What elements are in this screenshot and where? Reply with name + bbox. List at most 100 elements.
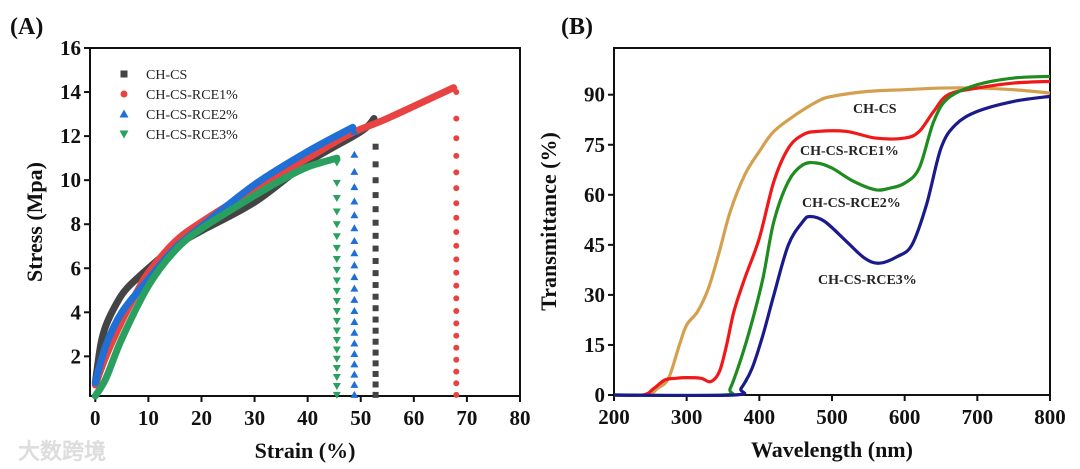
series-ch-cs-rce3pct — [613, 94, 1051, 398]
break-marker — [350, 370, 359, 378]
x-tick-label: 300 — [671, 405, 703, 429]
break-marker — [332, 256, 341, 264]
y-tick-label: 16 — [60, 36, 81, 60]
break-marker — [332, 266, 341, 274]
break-marker — [350, 261, 359, 269]
y-tick-label: 6 — [71, 256, 82, 280]
series-line — [613, 79, 1051, 398]
plot-frame — [89, 47, 521, 397]
break-marker — [350, 307, 359, 315]
break-marker — [350, 360, 359, 368]
break-marker — [350, 380, 359, 388]
series-ch-cs-rce1pct — [91, 84, 460, 398]
break-marker — [332, 308, 341, 316]
x-tick-label: 800 — [1034, 405, 1066, 429]
y-tick-label: 2 — [71, 344, 82, 368]
break-marker — [453, 269, 460, 276]
break-marker — [350, 284, 359, 292]
legend-marker — [120, 90, 128, 98]
y-tick-label: 90 — [584, 83, 605, 107]
x-tick-label: 200 — [598, 405, 630, 429]
break-marker — [453, 152, 460, 159]
break-marker — [453, 368, 460, 375]
y-tick-label: 15 — [584, 333, 605, 357]
break-marker — [350, 183, 359, 191]
break-marker — [350, 127, 359, 135]
x-tick-label: 60 — [403, 406, 424, 430]
break-marker — [372, 338, 379, 345]
break-marker — [372, 161, 379, 168]
panel-label: (B) — [561, 14, 593, 40]
break-marker — [372, 177, 379, 184]
curve-annotation: CH-CS-RCE2% — [802, 196, 901, 211]
series-ch-cs-rce3pct — [91, 154, 341, 400]
break-marker — [453, 169, 460, 176]
legend-marker — [119, 130, 129, 139]
break-marker — [332, 194, 341, 202]
break-marker — [453, 391, 460, 398]
x-tick-label: 70 — [456, 406, 477, 430]
y-tick-label: 12 — [60, 124, 81, 148]
break-marker — [350, 150, 359, 158]
break-marker — [350, 197, 359, 205]
series-ch-cs-rce2pct — [613, 74, 1051, 398]
break-marker — [332, 244, 341, 252]
break-marker — [332, 233, 341, 241]
y-axis-label: Stress (Mpa) — [22, 162, 47, 282]
x-tick-label: 500 — [816, 405, 848, 429]
break-marker — [453, 282, 460, 289]
break-marker — [453, 228, 460, 235]
series-line — [613, 74, 1051, 398]
break-marker — [372, 305, 379, 312]
legend-label: CH-CS-RCE2% — [146, 108, 238, 123]
break-marker — [332, 383, 341, 391]
y-tick-label: 10 — [60, 168, 81, 192]
y-tick-label: 30 — [584, 283, 605, 307]
x-tick-label: 50 — [350, 406, 371, 430]
x-tick-label: 600 — [889, 405, 921, 429]
break-marker — [350, 167, 359, 175]
break-marker — [453, 380, 460, 387]
break-marker — [350, 390, 359, 398]
x-tick-label: 20 — [191, 406, 212, 430]
series-ch-cs-rce2pct — [91, 123, 359, 398]
panel-b-transmittance: (B) 200 300 400 500 600 700 800 0 15 30 45 60 75 90 Wav… — [536, 14, 1066, 462]
panel-a-stress-strain: (A) 0 10 20 30 40 50 60 70 80 2 4 6 8 10 12 14 16 Strain (… — [10, 14, 531, 463]
break-marker — [372, 206, 379, 213]
break-marker — [350, 349, 359, 357]
break-marker — [350, 224, 359, 232]
break-marker — [372, 270, 379, 277]
break-marker — [350, 328, 359, 336]
break-marker — [332, 337, 341, 345]
break-marker — [372, 391, 379, 398]
break-marker — [453, 200, 460, 207]
break-marker — [332, 159, 341, 167]
break-marker — [332, 298, 341, 306]
break-marker — [332, 391, 341, 399]
x-axis-label: Strain (%) — [255, 438, 356, 463]
break-marker — [332, 327, 341, 335]
break-marker — [332, 179, 341, 187]
y-tick-label: 4 — [71, 300, 82, 324]
break-marker — [453, 332, 460, 339]
break-marker — [372, 192, 379, 199]
break-marker — [372, 327, 379, 334]
break-marker — [372, 360, 379, 367]
break-marker — [453, 295, 460, 302]
break-marker — [372, 293, 379, 300]
break-marker — [453, 214, 460, 221]
break-marker — [332, 221, 341, 229]
series-line — [91, 84, 458, 389]
panel-label: (A) — [10, 14, 43, 40]
y-tick-label: 14 — [60, 80, 82, 104]
curve-annotation: CH-CS — [853, 102, 897, 117]
break-marker — [372, 245, 379, 252]
break-marker — [372, 370, 379, 377]
curve-annotation: CH-CS-RCE1% — [800, 144, 899, 159]
break-marker — [332, 346, 341, 354]
curve-annotation: CH-CS-RCE3% — [818, 273, 917, 288]
break-marker — [372, 257, 379, 264]
x-tick-label: 10 — [138, 406, 159, 430]
y-tick-label: 60 — [584, 183, 605, 207]
watermark: 大数跨境 — [18, 439, 106, 465]
